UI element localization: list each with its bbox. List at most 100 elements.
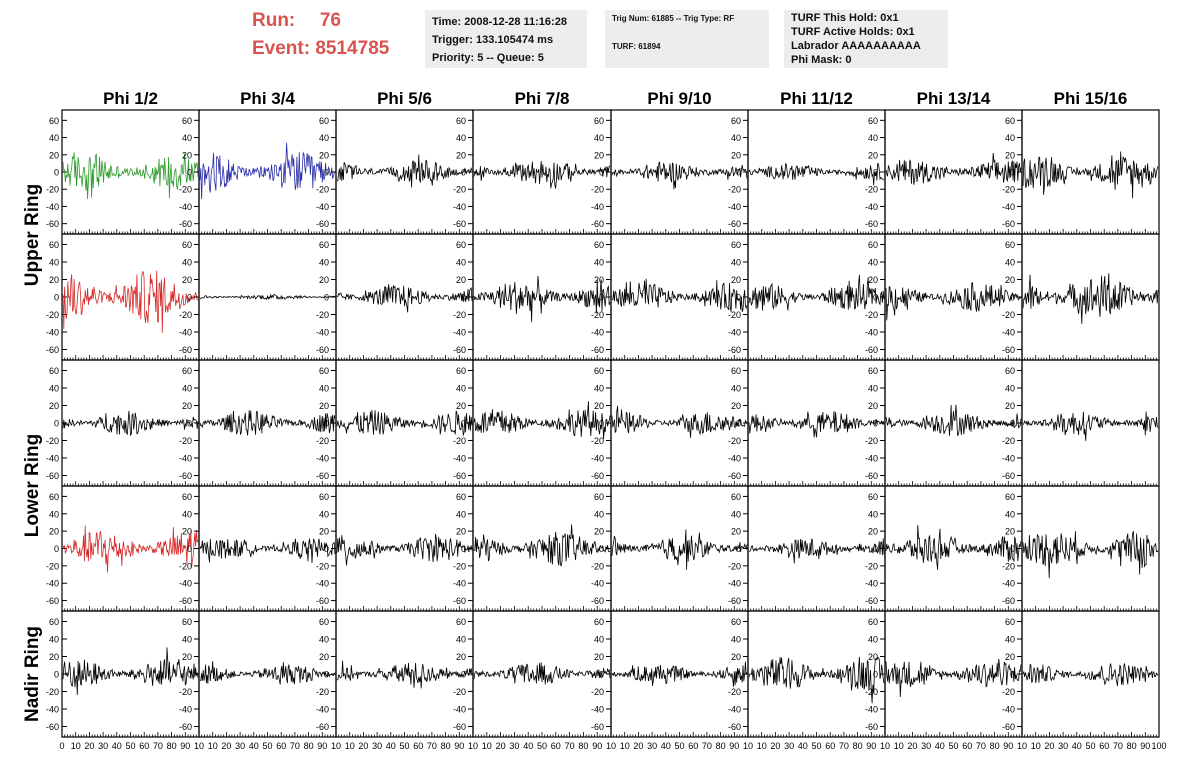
y-tick-label: 40 xyxy=(731,635,741,645)
y-tick-label: -60 xyxy=(316,471,329,481)
y-tick-label: -20 xyxy=(591,436,604,446)
y-tick-label: 40 xyxy=(868,384,878,394)
y-tick-label: -40 xyxy=(179,202,192,212)
y-tick-label: 20 xyxy=(594,527,604,537)
y-tick-label: -60 xyxy=(865,722,878,732)
y-tick-label: -60 xyxy=(865,596,878,606)
y-tick-label: 20 xyxy=(49,275,59,285)
y-tick-label: 60 xyxy=(731,617,741,627)
y-tick-label: 0 xyxy=(873,419,878,429)
y-tick-label: 40 xyxy=(456,509,466,519)
y-tick-label: 20 xyxy=(456,275,466,285)
y-tick-label: 20 xyxy=(49,652,59,662)
y-tick-label: 20 xyxy=(182,401,192,411)
y-tick-label: 40 xyxy=(456,384,466,394)
row-label-lower-ring: Lower Ring xyxy=(22,434,43,537)
y-tick-label: 20 xyxy=(182,652,192,662)
y-tick-label: 20 xyxy=(49,527,59,537)
y-tick-label: 40 xyxy=(1005,635,1015,645)
y-tick-label: 0 xyxy=(1010,670,1015,680)
x-tick-label: 70 xyxy=(565,741,575,751)
waveform-trace-r0-c7 xyxy=(1022,151,1159,199)
y-tick-label: 60 xyxy=(731,116,741,126)
y-tick-label: 0 xyxy=(324,168,329,178)
y-tick-label: 60 xyxy=(1005,116,1015,126)
y-tick-label: -60 xyxy=(591,471,604,481)
y-tick-label: -40 xyxy=(865,705,878,715)
y-tick-label: -60 xyxy=(1002,722,1015,732)
y-tick-label: -60 xyxy=(591,722,604,732)
y-tick-label: 60 xyxy=(1005,240,1015,250)
y-tick-label: 40 xyxy=(731,258,741,268)
y-tick-label: 20 xyxy=(319,652,329,662)
x-tick-label: 50 xyxy=(674,741,684,751)
y-tick-label: 20 xyxy=(594,401,604,411)
y-tick-label: 60 xyxy=(319,492,329,502)
y-tick-label: 0 xyxy=(461,670,466,680)
y-tick-label: 40 xyxy=(1005,384,1015,394)
y-tick-label: -20 xyxy=(591,561,604,571)
y-tick-label: 20 xyxy=(456,652,466,662)
x-tick-label: 10 xyxy=(468,741,478,751)
y-tick-label: 60 xyxy=(182,240,192,250)
y-tick-label: -60 xyxy=(453,596,466,606)
y-tick-label: 60 xyxy=(319,240,329,250)
x-tick-label: 70 xyxy=(839,741,849,751)
y-tick-label: -20 xyxy=(179,436,192,446)
x-tick-label: 80 xyxy=(441,741,451,751)
y-tick-label: -40 xyxy=(728,328,741,338)
y-tick-label: -60 xyxy=(728,219,741,229)
x-tick-label: 90 xyxy=(454,741,464,751)
y-tick-label: 40 xyxy=(456,133,466,143)
y-tick-label: -60 xyxy=(46,596,59,606)
y-tick-label: -60 xyxy=(453,345,466,355)
y-tick-label: 20 xyxy=(868,150,878,160)
y-tick-label: 20 xyxy=(731,275,741,285)
y-tick-label: -60 xyxy=(1002,596,1015,606)
y-tick-label: 60 xyxy=(731,240,741,250)
y-tick-label: 40 xyxy=(319,509,329,519)
x-tick-label: 80 xyxy=(578,741,588,751)
x-tick-label: 40 xyxy=(112,741,122,751)
waveform-trace-r4-c6 xyxy=(885,658,1022,698)
panel-frame-r1-c7 xyxy=(1021,233,1160,361)
y-tick-label: -60 xyxy=(728,345,741,355)
x-tick-label: 50 xyxy=(811,741,821,751)
y-tick-label: 20 xyxy=(319,150,329,160)
x-tick-label: 30 xyxy=(647,741,657,751)
y-tick-label: 0 xyxy=(461,419,466,429)
x-tick-label: 20 xyxy=(770,741,780,751)
y-tick-label: 20 xyxy=(319,401,329,411)
column-header-4: Phi 7/8 xyxy=(515,89,570,108)
y-tick-label: 20 xyxy=(1005,150,1015,160)
y-tick-label: -60 xyxy=(865,471,878,481)
y-tick-label: 40 xyxy=(319,258,329,268)
y-tick-label: -40 xyxy=(728,705,741,715)
y-tick-label: 60 xyxy=(731,492,741,502)
y-tick-label: 0 xyxy=(54,670,59,680)
x-tick-label: 20 xyxy=(496,741,506,751)
trig-num-text: Trig Num: 61885 -- Trig Type: RF xyxy=(612,14,735,23)
y-tick-label: 60 xyxy=(594,240,604,250)
y-tick-label: 0 xyxy=(1010,419,1015,429)
x-tick-label: 30 xyxy=(509,741,519,751)
y-tick-label: 0 xyxy=(736,168,741,178)
x-tick-label: 90 xyxy=(1140,741,1150,751)
x-tick-label: 60 xyxy=(962,741,972,751)
waveform-trace-r1-c2 xyxy=(336,284,473,313)
y-tick-label: -60 xyxy=(591,345,604,355)
turf-info-box: TURF This Hold: 0x1 TURF Active Holds: 0… xyxy=(784,10,948,68)
y-tick-label: -40 xyxy=(46,705,59,715)
panel-frame-r2-c7 xyxy=(1021,359,1160,487)
y-tick-label: 40 xyxy=(731,133,741,143)
x-tick-label: 10 xyxy=(194,741,204,751)
row-label-upper-ring: Upper Ring xyxy=(22,184,43,286)
y-tick-label: 60 xyxy=(182,366,192,376)
y-tick-label: 0 xyxy=(599,293,604,303)
column-header-6: Phi 11/12 xyxy=(780,89,853,108)
y-tick-label: -20 xyxy=(453,310,466,320)
x-tick-label: 10 xyxy=(757,741,767,751)
column-header-8: Phi 15/16 xyxy=(1054,89,1128,108)
y-tick-label: -20 xyxy=(316,687,329,697)
x-tick-label: 40 xyxy=(386,741,396,751)
